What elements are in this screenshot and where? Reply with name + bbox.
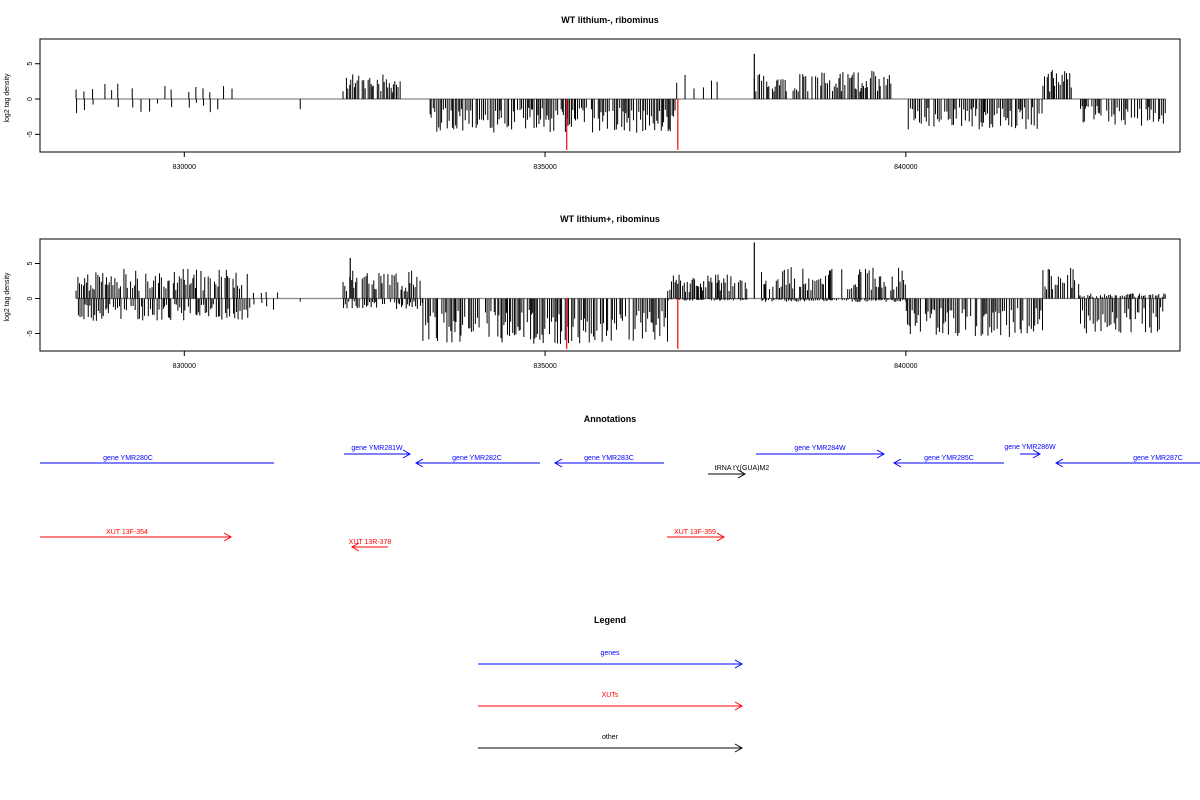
x-tick-label: 830000 [173,363,196,370]
y-axis-label: log2 tag density [4,272,11,322]
feature-arrowhead [414,458,424,468]
annotations-title: Annotations [584,414,637,424]
track-panel-lithium-minus: WT lithium-, ribominus log2 tag density … [4,15,1181,171]
feature-arrowhead [223,532,233,542]
legend: Legend genes XUTs other [478,615,744,753]
y-tick-label: 5 [27,62,34,66]
feature-arrowhead [737,469,747,479]
track-title: WT lithium+, ribominus [560,214,660,224]
feature-label: XUT 13F-354 [106,529,148,536]
feature-arrowhead [350,542,360,552]
feature-arrowhead [892,458,902,468]
x-tick-label: 830000 [173,164,196,171]
feature-label: gene YMR287C [1133,455,1183,462]
feature-label: XUT 13R-378 [349,539,392,546]
feature-label: XUT 13F-359 [674,529,716,536]
feature-arrowhead [402,449,412,459]
feature-arrowhead [876,449,886,459]
y-tick-label: 5 [27,261,34,265]
feature-label: gene YMR281W [351,445,403,452]
y-tick-label: -5 [27,330,34,336]
y-tick-label: -5 [27,131,34,137]
legend-label: XUTs [602,692,619,699]
x-tick-label: 840000 [894,164,917,171]
feature-arrowhead [1032,449,1042,459]
track-panel-lithium-plus: WT lithium+, ribominus log2 tag density … [4,214,1181,370]
annotations-panel: Annotations gene YMR280C gene YMR281W gene… [40,414,1200,552]
feature-arrowhead [553,458,563,468]
feature-label: gene YMR286W [1004,444,1056,451]
legend-title: Legend [594,615,626,625]
feature-arrowhead [716,532,726,542]
legend-arrowhead [734,743,744,753]
plot-frame [39,38,1181,153]
y-tick-label: 0 [27,97,34,101]
x-tick-label: 840000 [894,363,917,370]
feature-label: gene YMR285C [924,455,974,462]
feature-label: gene YMR282C [452,455,502,462]
y-axis-label: log2 tag density [4,73,11,123]
legend-label: genes [600,650,620,657]
feature-arrowhead [1054,458,1064,468]
legend-arrowhead [734,701,744,711]
feature-label: tRNA tY(GUA)M2 [715,465,770,472]
feature-label: gene YMR284W [794,445,846,452]
x-tick-label: 835000 [533,363,556,370]
feature-label: gene YMR283C [584,455,634,462]
y-tick-label: 0 [27,296,34,300]
track-title: WT lithium-, ribominus [561,15,659,25]
legend-arrowhead [734,659,744,669]
plot-frame [39,238,1181,352]
legend-label: other [602,734,619,741]
x-tick-label: 835000 [533,164,556,171]
feature-label: gene YMR280C [103,455,153,462]
